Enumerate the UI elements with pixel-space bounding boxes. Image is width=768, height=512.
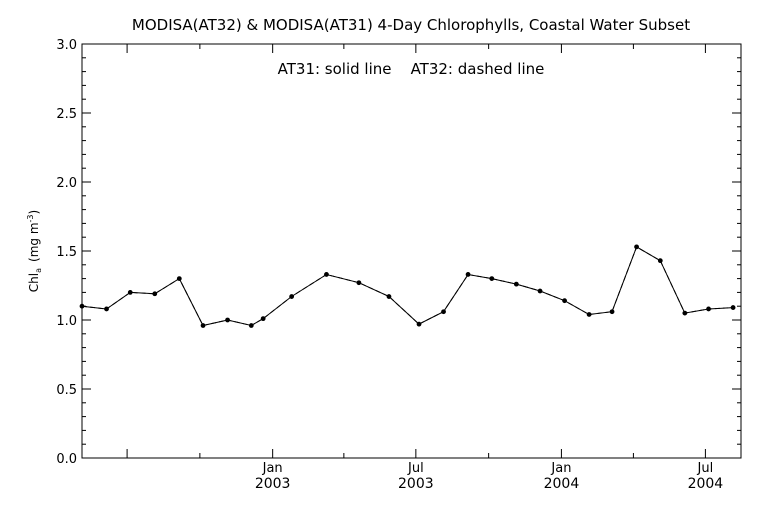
y-label-units-exponent: -3 [26,214,35,222]
y-label-units: (mg m [27,222,41,262]
y-tick-label: 0.0 [56,452,77,467]
data-point-at32 [225,317,230,322]
y-label-units-close: ) [27,210,41,215]
y-tick-label: 1.5 [56,245,77,260]
data-point-at32 [634,244,639,249]
data-point-at32 [731,305,736,310]
x-tick-label-month: Jan [262,461,283,476]
data-point-at32 [80,304,85,309]
y-axis: 0.0 0.5 1.0 1.5 2.0 2.5 3.0 [56,38,741,467]
data-point-at32 [706,306,711,311]
plot-area-frame [81,43,742,459]
data-point-at32 [489,276,494,281]
x-tick-label-month: Jan [550,461,571,476]
x-tick-label-year: 2003 [398,476,434,492]
data-point-at32 [610,309,615,314]
chart-title: MODISA(AT32) & MODISA(AT31) 4-Day Chloro… [132,16,690,34]
data-point-at32 [201,323,206,328]
data-point-at32 [538,289,543,294]
data-point-at32 [587,312,592,317]
data-point-at32 [104,306,109,311]
y-axis-label: Chla (mg m-3) [26,210,43,292]
series-line-at31 [81,246,734,327]
y-tick-label: 2.5 [56,107,77,122]
y-label-subscript: a [34,268,43,273]
x-tick-label-year: 2004 [544,476,580,492]
data-point-at32 [466,272,471,277]
chart-annotation: AT31: solid line AT32: dashed line [278,60,545,78]
data-point-at32 [514,282,519,287]
data-point-at32 [128,290,133,295]
data-point-at32 [386,294,391,299]
data-point-at32 [289,294,294,299]
series-layer [79,244,736,328]
data-point-at32 [152,291,157,296]
data-point-at32 [356,280,361,285]
y-tick-label: 0.5 [56,383,77,398]
x-tick-label-year: 2003 [255,476,291,492]
data-point-at32 [682,311,687,316]
y-tick-label: 3.0 [56,38,77,53]
data-point-at32 [177,276,182,281]
x-tick-label-month: Jul [697,461,714,476]
data-point-at32 [324,272,329,277]
y-tick-label: 2.0 [56,176,77,191]
x-tick-label-year: 2004 [688,476,724,492]
data-point-at32 [658,258,663,263]
y-label-main: Chl [27,273,41,292]
data-point-at32 [441,309,446,314]
data-point-at32 [562,298,567,303]
data-point-at32 [261,316,266,321]
data-point-at32 [417,322,422,327]
y-tick-label: 1.0 [56,314,77,329]
data-point-at32 [249,323,254,328]
x-tick-label-month: Jul [407,461,424,476]
series-line-at32 [81,246,734,327]
